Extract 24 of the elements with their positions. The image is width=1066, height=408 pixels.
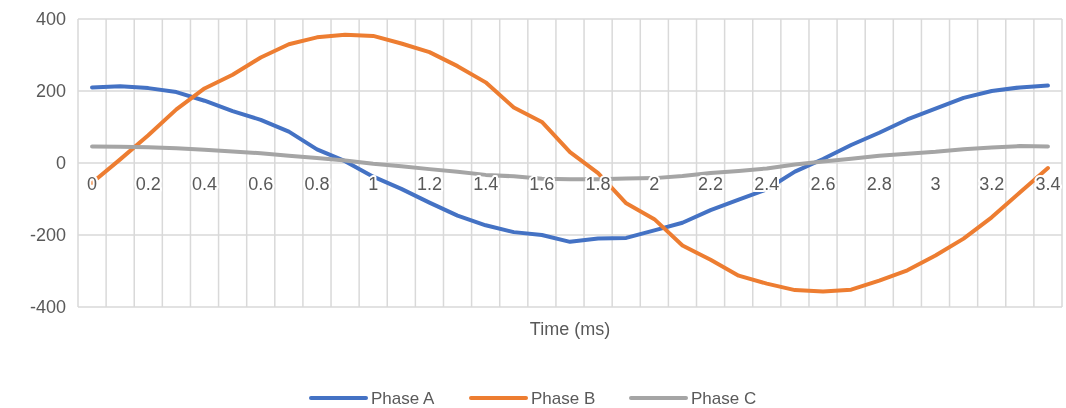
x-tick-label: 3.4: [1035, 174, 1061, 194]
legend-label: Phase B: [531, 388, 596, 408]
x-tick-label: 1.6: [529, 174, 555, 194]
x-tick-label: 0.6: [248, 174, 274, 194]
legend-label: Phase A: [371, 388, 435, 408]
y-tick-label: 0: [55, 153, 66, 173]
x-tick-label: 1: [368, 174, 379, 194]
y-tick-label: 400: [35, 9, 66, 29]
x-tick-label: 1.8: [585, 174, 611, 194]
legend-label: Phase C: [691, 388, 757, 408]
y-tick-label: -200: [29, 225, 66, 245]
x-tick-label: 0.2: [135, 174, 161, 194]
y-tick-label: 200: [35, 81, 66, 101]
y-tick-label: -400: [29, 297, 66, 317]
x-tick-label: 0.8: [304, 174, 330, 194]
x-tick-label: 2.6: [810, 174, 836, 194]
x-tick-label: 3: [930, 174, 941, 194]
x-tick-label: 3.2: [979, 174, 1005, 194]
x-tick-label: 1.4: [473, 174, 499, 194]
x-tick-label: 1.2: [416, 174, 442, 194]
x-axis-title: Time (ms): [529, 319, 611, 339]
x-tick-label: 2.2: [698, 174, 724, 194]
x-tick-label: 0.4: [192, 174, 218, 194]
x-tick-label: 2.8: [866, 174, 892, 194]
